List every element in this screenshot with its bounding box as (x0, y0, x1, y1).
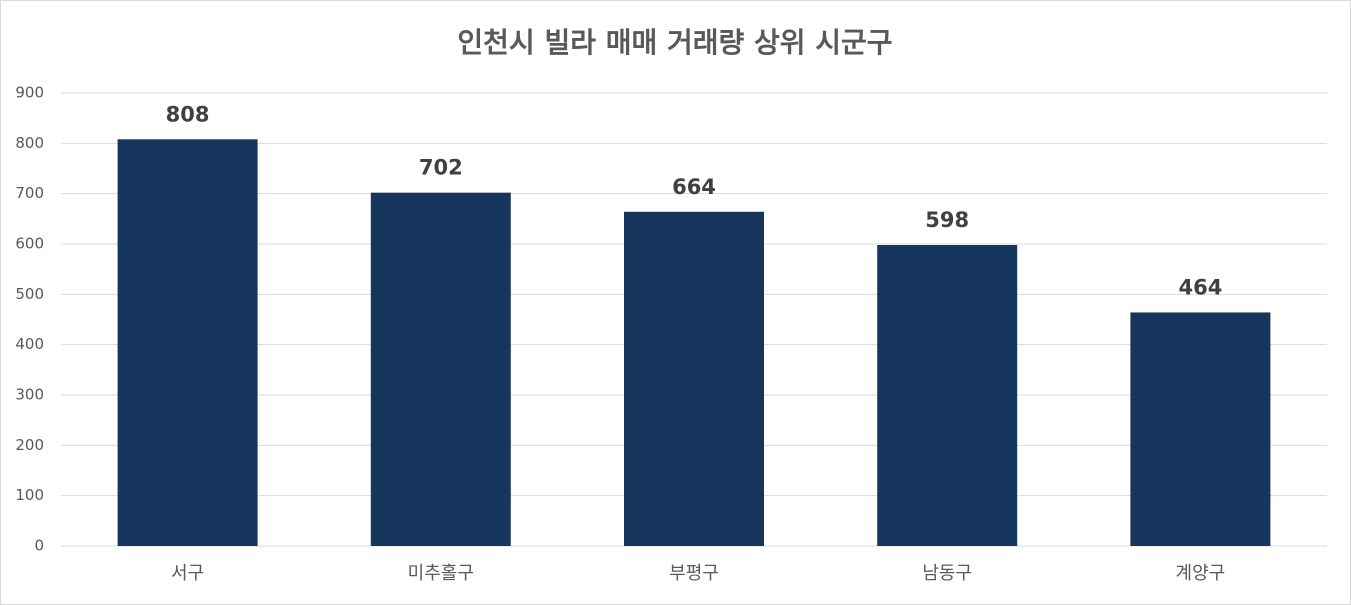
y-tick-label: 0 (34, 537, 44, 555)
data-label: 808 (166, 102, 210, 126)
bar (1130, 312, 1271, 546)
y-tick-label: 600 (15, 235, 44, 253)
y-tick-label: 200 (15, 436, 44, 454)
y-tick-label: 300 (15, 386, 44, 404)
data-label: 598 (925, 208, 969, 232)
y-tick-label: 900 (15, 84, 44, 102)
x-tick-label: 미추홀구 (408, 563, 474, 584)
bar (370, 192, 511, 546)
y-tick-label: 100 (15, 486, 44, 504)
y-tick-label: 500 (15, 285, 44, 303)
bar (117, 139, 258, 546)
data-label: 464 (1178, 275, 1222, 299)
bar (877, 245, 1018, 547)
x-tick-label: 부평구 (669, 563, 719, 584)
y-tick-label: 700 (15, 184, 44, 202)
chart-title: 인천시 빌라 매매 거래량 상위 시군구 (457, 26, 892, 59)
bar (624, 211, 764, 546)
data-label: 702 (419, 156, 463, 180)
x-tick-label: 계양구 (1176, 563, 1226, 584)
x-tick-label: 서구 (171, 563, 204, 584)
y-tick-label: 800 (15, 134, 44, 152)
y-tick-label: 400 (15, 335, 44, 353)
x-tick-label: 남동구 (922, 563, 972, 584)
data-label: 664 (672, 175, 716, 199)
